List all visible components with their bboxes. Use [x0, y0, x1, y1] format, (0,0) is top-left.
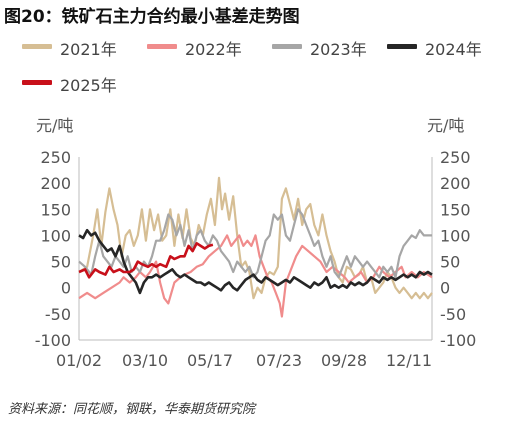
y-tick-label-right: -50 — [440, 305, 466, 324]
y-tick-label-right: 50 — [440, 253, 460, 272]
legend-swatch-2025 — [22, 80, 52, 85]
source-note: 资料来源：同花顺，钢联，华泰期货研究院 — [8, 402, 256, 417]
y-unit-left: 元/吨 — [36, 116, 73, 135]
legend-swatch-2022 — [147, 44, 177, 49]
y-tick-label-left: -50 — [45, 305, 71, 324]
legend-label-2022: 2022年 — [185, 40, 242, 59]
y-tick-label-right: 250 — [440, 148, 471, 167]
y-tick-label-left: 250 — [40, 148, 71, 167]
y-tick-label-right: 200 — [440, 174, 471, 193]
legend-swatch-2023 — [272, 44, 302, 49]
x-tick-label: 09/28 — [321, 351, 367, 370]
series-lines — [78, 176, 433, 318]
x-axis: 01/02 03/10 05/17 07/23 09/28 12/11 — [56, 351, 432, 370]
legend-swatch-2021 — [22, 44, 52, 49]
legend-swatch-2024 — [387, 44, 417, 49]
series-line-2025 — [78, 242, 214, 279]
y-tick-label-right: 150 — [440, 200, 471, 219]
x-tick-label: 01/02 — [56, 351, 102, 370]
y-tick-label-left: 200 — [40, 174, 71, 193]
x-tick-label: 03/10 — [122, 351, 168, 370]
x-tick-label: 07/23 — [256, 351, 302, 370]
y-tick-label-left: -100 — [35, 331, 71, 350]
x-tick-label: 12/11 — [386, 351, 432, 370]
legend-label-2021: 2021年 — [60, 40, 117, 59]
legend-label-2023: 2023年 — [310, 40, 367, 59]
legend-label-2025: 2025年 — [60, 76, 117, 95]
series-line-2024 — [78, 228, 433, 295]
y-tick-label-left: 100 — [40, 226, 71, 245]
y-axis-right: -100 -50 0 50 100 150 200 250 — [440, 148, 476, 350]
y-tick-label-left: 150 — [40, 200, 71, 219]
series-line-2021 — [78, 176, 433, 300]
chart-title: 图20：铁矿石主力合约最小基差走势图 — [4, 7, 300, 27]
legend-label-2024: 2024年 — [425, 40, 482, 59]
y-unit-right: 元/吨 — [427, 116, 464, 135]
y-tick-label-left: 50 — [51, 253, 71, 272]
plot-frame — [78, 157, 433, 341]
series-line-2023 — [78, 208, 432, 279]
y-tick-label-right: 0 — [440, 279, 450, 298]
y-tick-label-right: -100 — [440, 331, 476, 350]
y-tick-label-left: 0 — [61, 279, 71, 298]
y-axis-left: -100 -50 0 50 100 150 200 250 — [35, 148, 71, 350]
y-tick-label-right: 100 — [440, 226, 471, 245]
x-tick-label: 05/17 — [187, 351, 233, 370]
